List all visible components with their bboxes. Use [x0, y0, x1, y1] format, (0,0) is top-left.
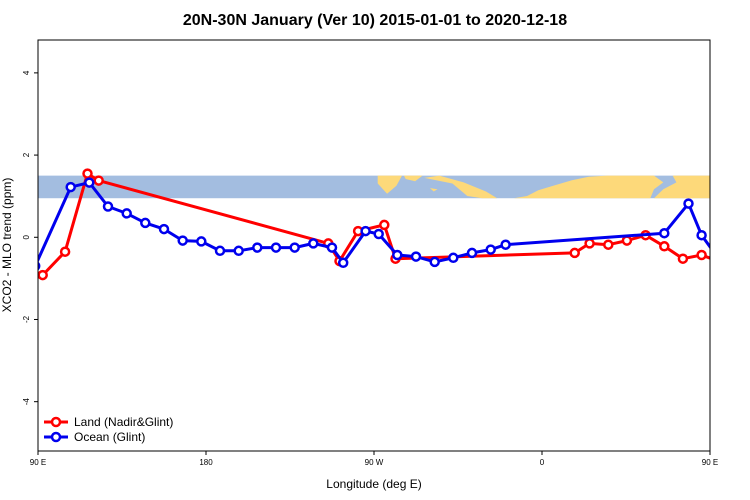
data-point-ocean: [289, 242, 300, 253]
data-point-ocean: [410, 251, 422, 262]
legend-label: Land (Nadir&Glint): [74, 415, 173, 429]
data-point-land: [38, 269, 48, 281]
data-point-ocean: [373, 228, 384, 240]
x-axis: 90 E 180 90 W 0 90 E: [30, 451, 718, 467]
y-tick-label: 0: [22, 235, 31, 240]
data-point-land: [584, 238, 595, 249]
data-point-ocean: [65, 181, 76, 193]
data-point-ocean: [270, 242, 282, 253]
data-point-ocean: [308, 238, 319, 249]
data-point-ocean: [177, 235, 188, 246]
map-land-shape: [377, 175, 402, 194]
x-tick-label: 0: [540, 458, 545, 467]
y-tick-label: -4: [22, 398, 31, 406]
data-point-ocean: [140, 217, 151, 229]
y-axis: 4 2 0 -2 -4: [22, 70, 38, 405]
data-point-land: [735, 263, 743, 271]
world-map-band: [38, 175, 710, 199]
data-point-land: [659, 241, 670, 252]
x-tick-label: 180: [199, 458, 213, 467]
data-point-ocean: [121, 208, 132, 219]
x-axis-label: Longitude (deg E): [326, 477, 421, 491]
map-land-shape: [654, 175, 710, 199]
data-point-land: [621, 235, 633, 246]
y-tick-label: 2: [22, 152, 31, 157]
data-point-land: [603, 239, 614, 250]
data-point-ocean: [360, 225, 371, 237]
data-point-ocean: [466, 247, 478, 259]
data-point-ocean: [683, 198, 694, 209]
legend: Land (Nadir&Glint)Ocean (Glint): [44, 415, 173, 444]
data-point-ocean: [500, 239, 511, 250]
data-point-land: [59, 246, 71, 257]
data-point-ocean: [716, 257, 724, 265]
data-point-ocean: [429, 256, 440, 268]
data-point-land: [82, 168, 93, 179]
legend-marker: [50, 416, 62, 428]
data-point-ocean: [84, 177, 95, 188]
legend-label: Ocean (Glint): [74, 430, 145, 444]
data-point-ocean: [196, 236, 207, 247]
data-point-ocean: [726, 269, 734, 277]
map-land-shape: [424, 175, 498, 199]
data-point-ocean: [485, 244, 496, 255]
map-land-shape: [514, 175, 664, 199]
data-point-land: [716, 258, 724, 266]
y-axis-label: XCO2 - MLO trend (ppm): [0, 178, 14, 313]
y-tick-label: 4: [22, 70, 31, 75]
data-point-ocean: [214, 245, 226, 257]
chart-title: 20N-30N January (Ver 10) 2015-01-01 to 2…: [183, 12, 567, 29]
data-point-ocean: [659, 227, 670, 239]
x-tick-label: 90 E: [30, 458, 46, 467]
data-point-land: [93, 175, 104, 186]
x-tick-label: 90 E: [702, 458, 718, 467]
data-point-ocean: [337, 257, 349, 269]
series-layer: [38, 168, 743, 281]
data-point-land: [569, 247, 580, 259]
data-point-land: [379, 219, 390, 231]
data-point-land: [677, 253, 689, 264]
data-point-land: [696, 249, 707, 261]
data-point-ocean: [233, 245, 244, 257]
map-band-land: [377, 175, 710, 199]
legend-marker: [50, 431, 62, 443]
data-point-ocean: [448, 252, 459, 264]
data-point-ocean: [158, 223, 170, 235]
series-line-land: [41, 172, 710, 277]
data-point-ocean: [696, 229, 707, 241]
data-point-ocean: [392, 249, 403, 261]
data-point-ocean: [326, 242, 338, 253]
x-tick-label: 90 W: [365, 458, 384, 467]
map-land-shape: [403, 175, 423, 182]
map-land-shape: [430, 188, 438, 192]
data-point-ocean: [102, 201, 114, 212]
data-point-ocean: [252, 242, 263, 253]
y-tick-label: -2: [22, 315, 31, 323]
